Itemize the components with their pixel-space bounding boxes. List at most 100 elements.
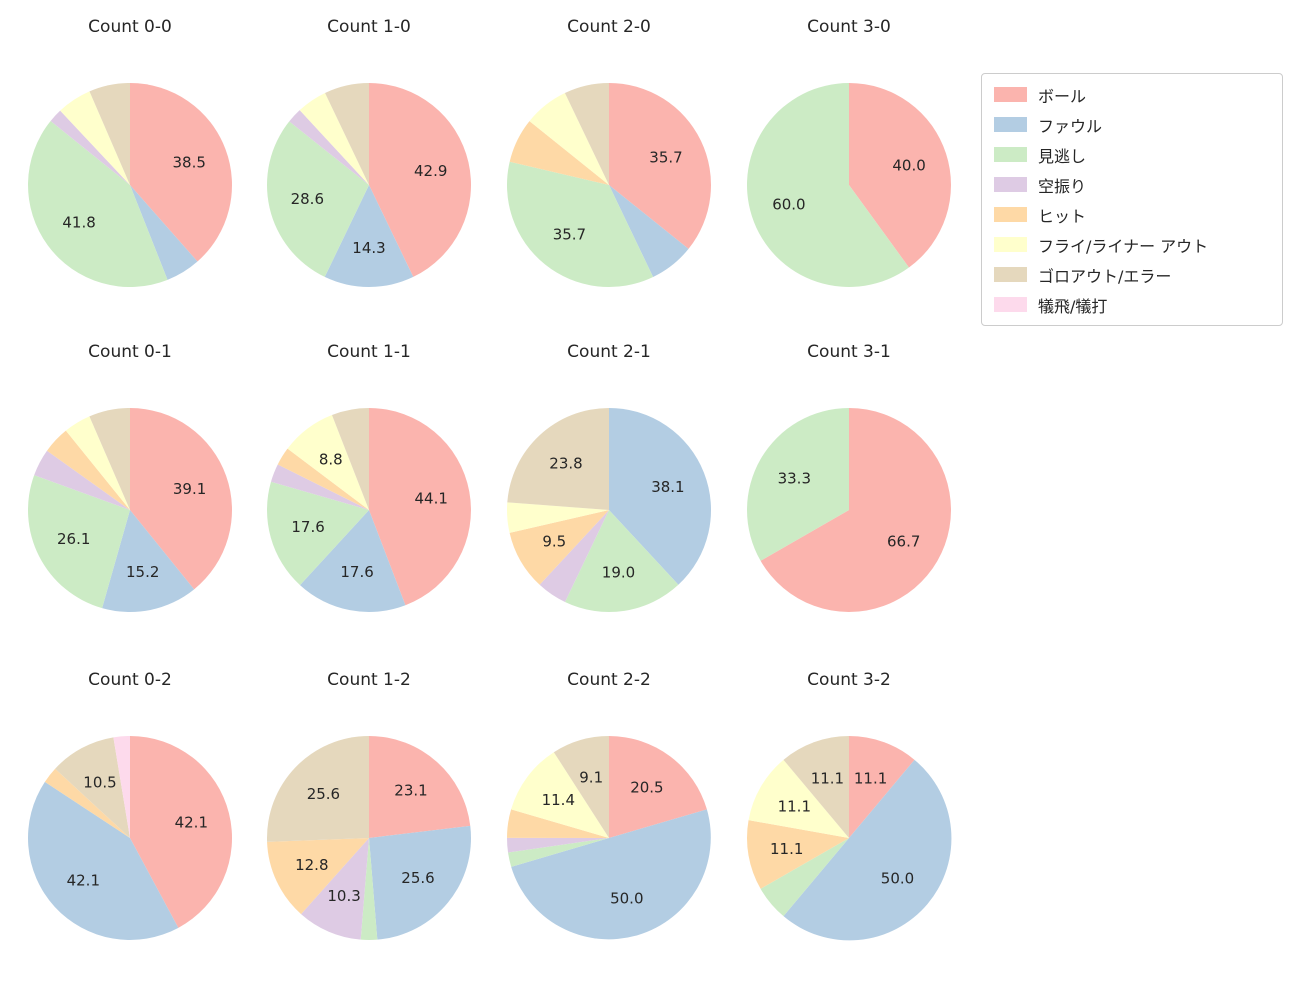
- pie-slice-pct-label: 44.1: [414, 490, 447, 508]
- pie-slice-pct-label: 38.1: [651, 478, 684, 496]
- legend-swatch-groundout-error: [994, 267, 1027, 282]
- pie-slice-pct-label: 11.4: [542, 791, 575, 809]
- pie-slice-pct-label: 17.6: [291, 518, 324, 536]
- pie-slice-called-strike: [360, 838, 378, 940]
- legend-label: ボール: [1038, 86, 1087, 106]
- chart-title: Count 2-2: [567, 670, 651, 690]
- pie-slice-groundout-error: [553, 736, 609, 838]
- pie-chart-count-0-0: 38.5 41.8: [28, 83, 232, 288]
- pie-slice-groundout-error: [331, 408, 369, 510]
- pie-chart-count-3-0: 40.0 60.0: [746, 83, 951, 287]
- pie-slice-ball: [130, 736, 233, 928]
- legend-item-ball: ボール: [994, 85, 1270, 106]
- pie-slice-pct-label: 10.5: [83, 773, 116, 791]
- pie-slice-called-strike: [506, 161, 654, 288]
- pie-slice-ball: [369, 408, 471, 606]
- pie-slice-hit: [267, 838, 369, 915]
- pie-slice-pct-label: 15.2: [126, 563, 159, 581]
- pie-slice-hit: [46, 430, 130, 510]
- chart-title: Count 1-1: [327, 342, 411, 362]
- pie-slice-groundout-error: [783, 736, 849, 838]
- legend-swatch-foul: [994, 117, 1027, 132]
- legend: ボール ファウル 見逃し 空振り ヒット フライ/ライナー アウト ゴロアウト/エラー 犠飛/…: [981, 73, 1283, 326]
- pie-slice-foul: [609, 185, 689, 277]
- pie-slice-called-strike: [266, 121, 369, 277]
- legend-swatch-called-strike: [994, 147, 1027, 162]
- legend-item-groundout-error: ゴロアウト/エラー: [994, 265, 1270, 286]
- chart-title: Count 1-2: [327, 670, 411, 690]
- pie-slice-hit: [509, 510, 609, 585]
- pie-slice-swinging-strike: [34, 450, 130, 510]
- pie-slice-ball: [760, 408, 952, 612]
- pie-slice-foul: [28, 781, 179, 941]
- pie-slice-ball: [369, 83, 472, 277]
- pie-slice-pct-label: 38.5: [172, 154, 205, 172]
- chart-title: Count 0-2: [88, 670, 172, 690]
- pie-slice-pct-label: 23.1: [394, 782, 427, 800]
- pie-slice-groundout-error: [89, 83, 130, 185]
- pie-slice-groundout-error: [266, 736, 369, 842]
- pie-slice-fly-liner-out: [65, 416, 130, 510]
- pie-slice-swinging-strike: [539, 510, 609, 603]
- pie-slice-called-strike: [760, 838, 849, 917]
- pie-slice-ball: [849, 736, 915, 838]
- legend-label: ファウル: [1038, 116, 1103, 136]
- legend-label: 見逃し: [1038, 146, 1087, 166]
- pie-slice-hit: [277, 448, 369, 510]
- pie-slice-pct-label: 19.0: [602, 564, 635, 582]
- pie-slice-called-strike: [564, 510, 679, 613]
- pie-slice-groundout-error: [325, 83, 369, 185]
- legend-item-swinging-strike: 空振り: [994, 175, 1270, 196]
- chart-title: Count 0-0: [88, 17, 172, 37]
- pie-slice-called-strike: [267, 481, 369, 586]
- chart-title: Count 3-0: [807, 17, 891, 37]
- pie-slice-hit: [509, 121, 609, 185]
- legend-item-called-strike: 見逃し: [994, 145, 1270, 166]
- pie-slice-ball: [130, 408, 233, 590]
- pie-slice-ball: [130, 83, 232, 262]
- pie-slice-pct-label: 14.3: [352, 239, 385, 257]
- chart-title: Count 2-0: [567, 17, 651, 37]
- pie-slice-groundout-error: [55, 737, 130, 838]
- pie-slice-pct-label: 28.6: [291, 190, 324, 208]
- pie-slice-pct-label: 20.5: [630, 778, 663, 796]
- legend-swatch-hit: [994, 207, 1027, 222]
- pie-slice-pct-label: 17.6: [340, 563, 373, 581]
- pie-slice-called-strike: [27, 475, 130, 609]
- pie-slice-pct-label: 42.1: [175, 814, 208, 832]
- pie-slice-pct-label: 40.0: [892, 157, 925, 175]
- pie-slice-foul: [369, 825, 471, 940]
- legend-label: ゴロアウト/エラー: [1038, 266, 1172, 286]
- legend-item-hit: ヒット: [994, 205, 1270, 226]
- pie-slice-called-strike: [28, 120, 168, 288]
- pie-slice-groundout-error: [507, 408, 609, 510]
- pie-chart-count-3-2: 11.150.011.111.111.1: [746, 736, 952, 941]
- pie-slice-pct-label: 60.0: [772, 196, 805, 214]
- pie-slice-pct-label: 12.8: [295, 856, 328, 874]
- legend-item-fly-liner-out: フライ/ライナー アウト: [994, 235, 1270, 256]
- chart-title: Count 3-1: [807, 342, 891, 362]
- pie-chart-count-1-0: 42.9 14.3 28.6: [266, 83, 472, 288]
- pie-slice-called-strike: [746, 83, 909, 287]
- pie-slice-called-strike: [747, 408, 849, 561]
- pie-slice-pct-label: 11.1: [778, 797, 811, 815]
- pie-slice-pct-label: 35.7: [553, 225, 586, 243]
- pie-slice-pct-label: 50.0: [881, 870, 914, 888]
- legend-swatch-sacrifice: [994, 297, 1027, 312]
- legend-swatch-ball: [994, 87, 1027, 102]
- legend-label: 空振り: [1038, 176, 1087, 196]
- pie-chart-count-2-0: 35.7 35.7: [506, 83, 712, 288]
- pie-chart-count-1-2: 23.1 25.6 10.3 12.8 25.6: [266, 736, 471, 940]
- pie-slice-hit: [44, 768, 131, 838]
- pie-slice-sacrifice: [113, 736, 130, 838]
- pie-slice-swinging-strike: [50, 110, 130, 185]
- pie-slice-ball: [609, 83, 712, 249]
- pie-slice-swinging-strike: [270, 464, 369, 510]
- pie-slice-foul: [511, 809, 711, 940]
- pie-slice-fly-liner-out: [748, 759, 849, 838]
- pie-slice-pct-label: 35.7: [649, 149, 682, 167]
- pie-chart-count-2-2: 20.5 50.0 11.49.1: [506, 736, 711, 940]
- pie-slice-pct-label: 26.1: [57, 530, 90, 548]
- pie-slice-foul: [300, 510, 406, 612]
